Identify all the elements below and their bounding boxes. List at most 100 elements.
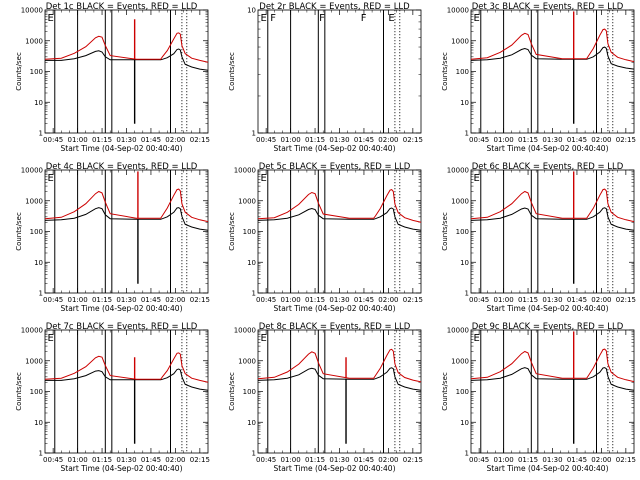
y-tick-label: 10000 [447,167,469,175]
y-tick-label: 100 [456,388,469,396]
x-tick-label: 01:15 [305,456,325,464]
x-axis-label: Start Time (04-Sep-02 00:40:40) [61,304,183,313]
series-lld-line [470,348,635,383]
x-tick-label: 02:00 [591,296,611,304]
flag-marker: E [473,13,479,24]
x-axis-label: Start Time (04-Sep-02 00:40:40) [487,144,609,153]
plot-frame [470,9,635,134]
x-tick-label: 02:00 [165,456,185,464]
flag-marker: E [260,13,266,24]
x-tick-label: 01:00 [281,296,301,304]
y-axis-label: Counts/sec [15,212,23,251]
panel-title: Det 8c BLACK = Events, RED = LLD [259,322,411,332]
plot-frame [257,169,422,294]
x-tick-label: 00:45 [256,136,276,144]
y-axis-label: Counts/sec [228,52,236,91]
y-tick-label: 1 [465,450,469,458]
x-tick-label: 02:15 [616,296,636,304]
x-axis-label: Start Time (04-Sep-02 00:40:40) [61,144,183,153]
x-tick-label: 02:15 [616,136,636,144]
y-tick-label: 1000 [25,197,43,205]
plot-frame [44,329,209,454]
y-tick-label: 1 [39,290,43,298]
panel-title: Det 4c BLACK = Events, RED = LLD [46,162,198,172]
x-tick-label: 02:15 [616,456,636,464]
y-tick-label: 10 [460,259,469,267]
y-tick-label: 10 [247,259,256,267]
x-tick-label: 01:30 [542,136,562,144]
x-tick-label: 00:45 [256,456,276,464]
x-tick-label: 01:45 [354,296,374,304]
flag-marker: E [47,13,53,24]
y-tick-label: 1 [252,130,256,138]
y-axis-label: Counts/sec [441,212,449,251]
x-axis-label: Start Time (04-Sep-02 00:40:40) [274,464,396,473]
x-tick-label: 02:00 [591,456,611,464]
x-tick-label: 02:15 [190,296,210,304]
flag-marker: E [473,173,479,184]
plot-frame [44,9,209,134]
plot-frame [44,169,209,294]
y-tick-label: 100 [456,228,469,236]
series-lld-line [470,188,635,223]
x-tick-label: 02:15 [190,456,210,464]
x-tick-label: 02:00 [591,136,611,144]
y-tick-label: 10 [34,419,43,427]
x-tick-label: 01:15 [92,296,112,304]
panel-title: Det 7c BLACK = Events, RED = LLD [46,322,198,332]
panel-det-2: Det 2r BLACK = Events, RED = LLD 1 10 00:45… [228,2,423,153]
x-tick-label: 00:45 [43,296,63,304]
x-tick-label: 01:45 [141,296,161,304]
x-tick-label: 01:00 [494,456,514,464]
panel-det-7: Det 7c BLACK = Events, RED = LLD 1 10 100 10… [15,322,210,473]
panel-det-6: Det 6c BLACK = Events, RED = LLD 1 10 100 10… [441,162,636,313]
panel-title: Det 2r BLACK = Events, RED = LLD [259,2,410,12]
x-tick-label: 02:00 [165,296,185,304]
series-lld-line [44,352,209,383]
x-axis-label: Start Time (04-Sep-02 00:40:40) [61,464,183,473]
series-events-line [470,46,635,70]
panel-title: Det 9c BLACK = Events, RED = LLD [472,322,624,332]
series-lld-line [257,348,422,383]
y-tick-label: 1000 [25,37,43,45]
flag-marker: E [260,333,266,344]
x-tick-label: 01:00 [68,136,88,144]
x-tick-label: 01:00 [494,296,514,304]
panel-title: Det 1c BLACK = Events, RED = LLD [46,2,198,12]
x-tick-label: 01:15 [518,136,538,144]
y-tick-label: 1000 [451,357,469,365]
y-tick-label: 10 [460,419,469,427]
y-tick-label: 10000 [21,327,43,335]
x-tick-label: 01:30 [116,136,136,144]
flag-marker: E [260,173,266,184]
y-tick-label: 10 [247,7,256,15]
x-tick-label: 01:45 [567,136,587,144]
x-tick-label: 02:00 [378,296,398,304]
series-lld-line [44,188,209,223]
y-axis-label: Counts/sec [15,372,23,411]
y-tick-label: 1 [252,450,256,458]
y-tick-label: 100 [243,388,256,396]
panel-det-1: Det 1c BLACK = Events, RED = LLD 1 10 100 10… [15,2,210,153]
panel-det-4: Det 4c BLACK = Events, RED = LLD 1 10 100 10… [15,162,210,313]
y-tick-label: 1000 [238,357,256,365]
series-lld-line [44,32,209,63]
panel-title: Det 6c BLACK = Events, RED = LLD [472,162,624,172]
plot-frame [257,9,422,134]
x-tick-label: 01:00 [68,296,88,304]
x-tick-label: 01:15 [305,136,325,144]
series-lld-line [470,28,635,63]
y-tick-label: 1 [252,290,256,298]
y-axis-label: Counts/sec [15,52,23,91]
x-tick-label: 01:45 [567,296,587,304]
y-tick-label: 10 [34,259,43,267]
x-tick-label: 00:45 [469,136,489,144]
x-tick-label: 01:15 [92,456,112,464]
x-tick-label: 00:45 [43,136,63,144]
flag-marker: F [361,13,367,24]
plot-frame [257,329,422,454]
x-tick-label: 02:00 [165,136,185,144]
x-tick-label: 00:45 [469,456,489,464]
x-tick-label: 01:00 [281,456,301,464]
